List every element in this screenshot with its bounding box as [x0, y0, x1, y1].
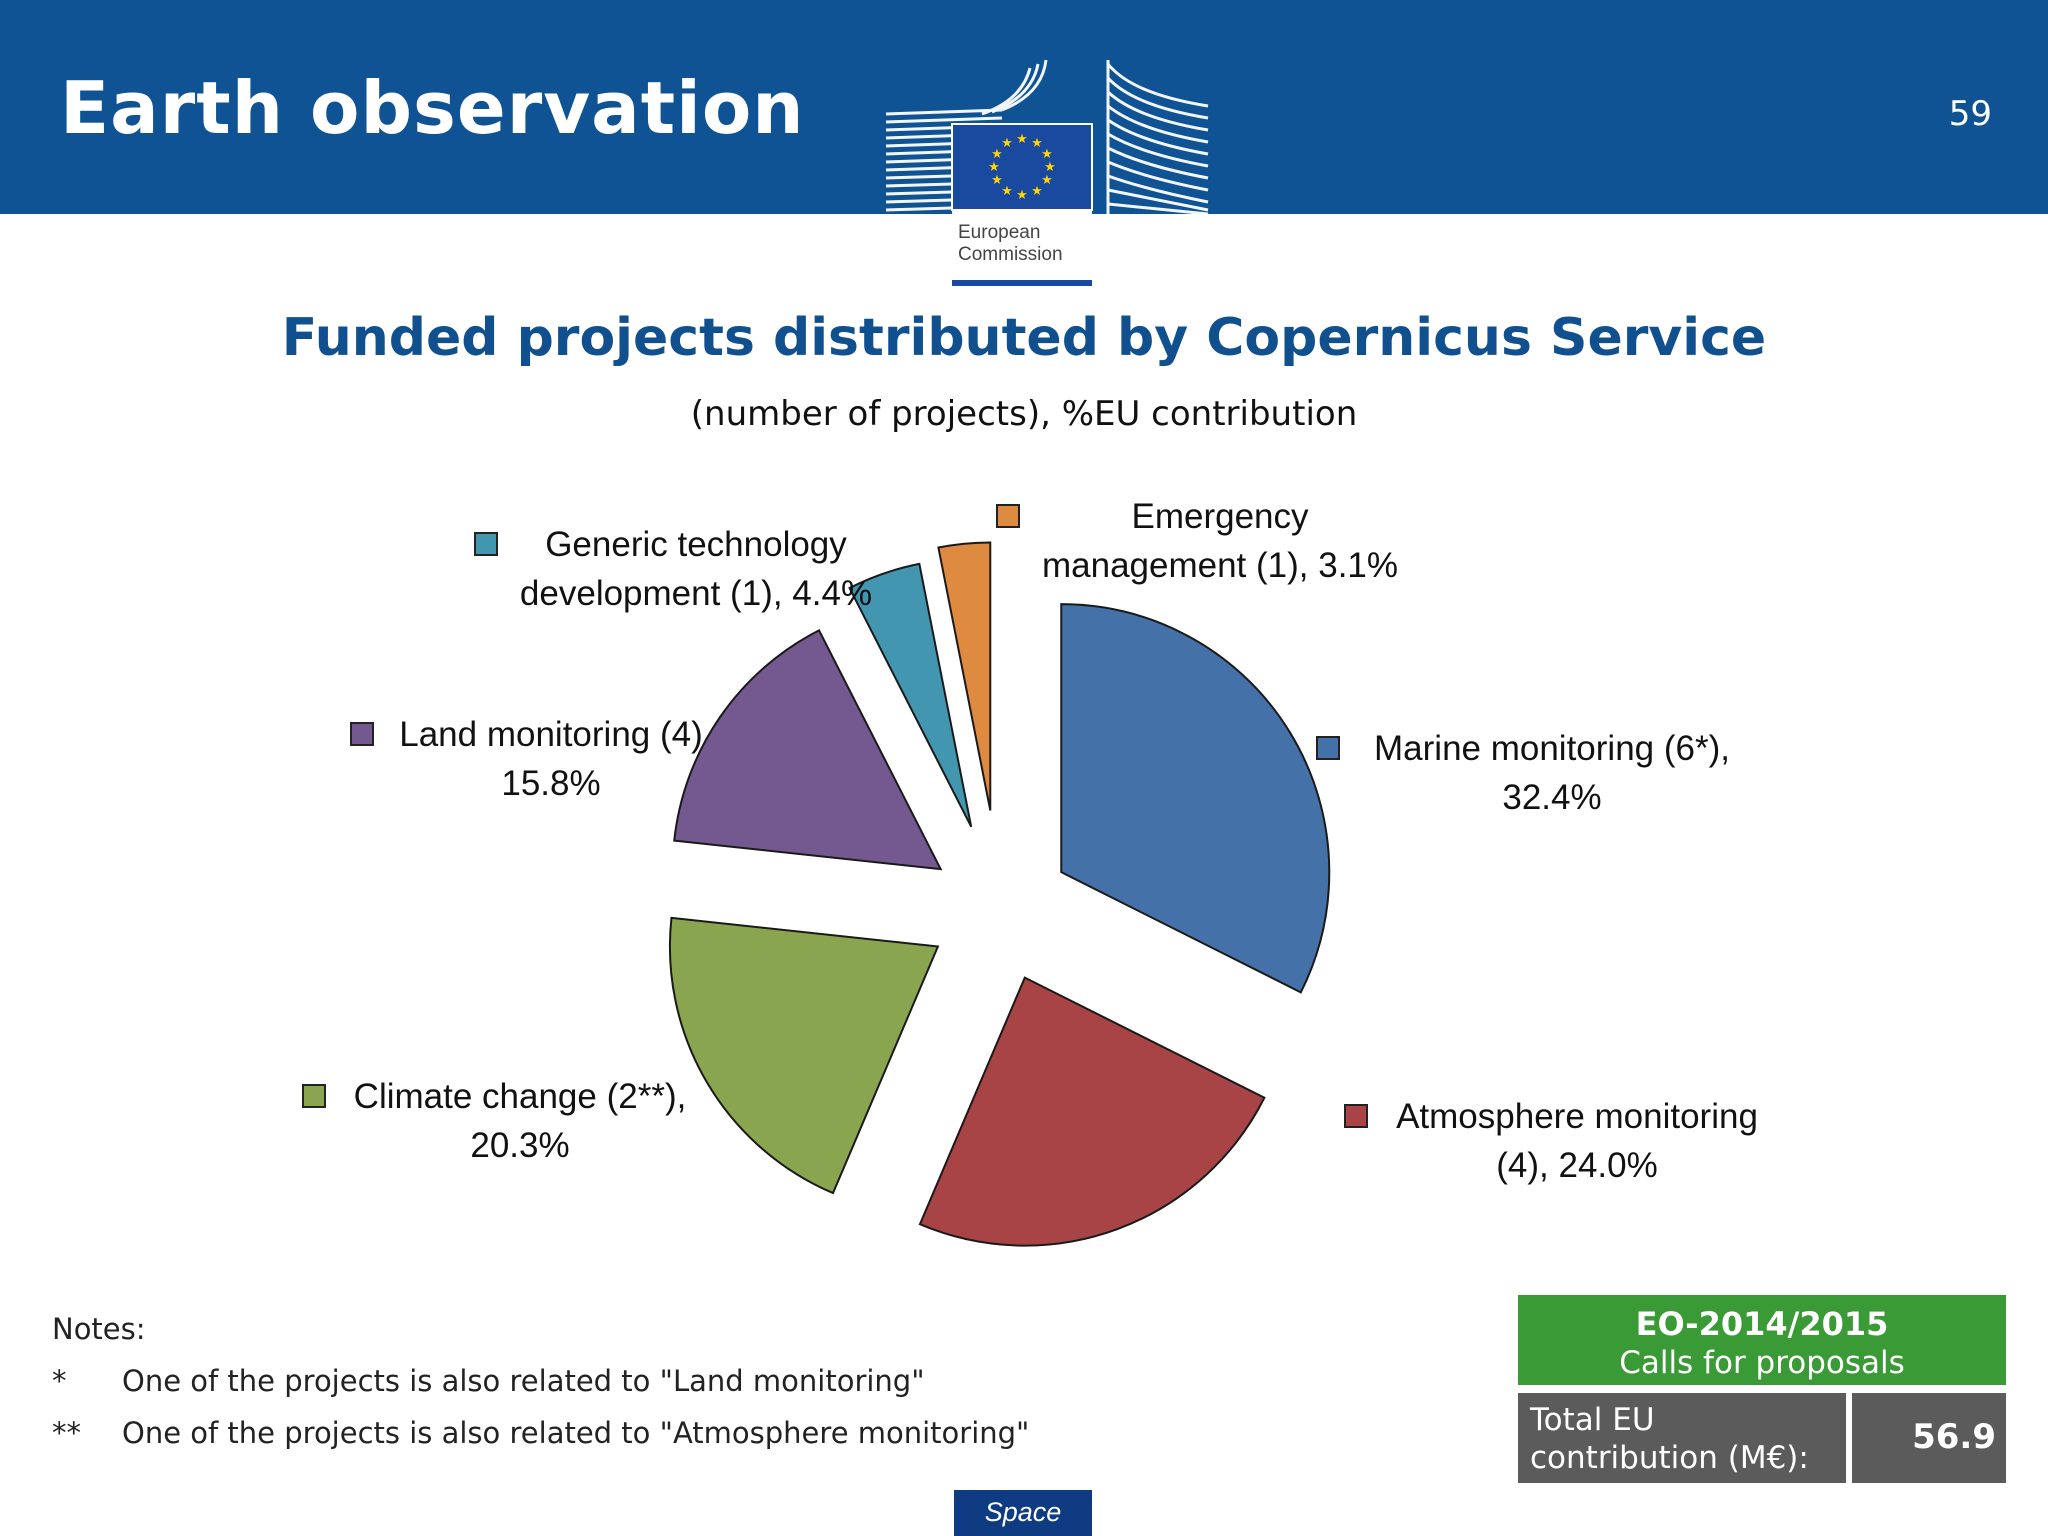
total-value: 56.9 — [1852, 1393, 2006, 1483]
note-1-text: One of the projects is also related to "… — [122, 1364, 925, 1398]
label-emergency-line2: management (1), 3.1% — [1041, 546, 1398, 585]
svg-text:★: ★ — [1041, 147, 1053, 162]
svg-text:★: ★ — [1001, 136, 1013, 151]
svg-text:★: ★ — [991, 173, 1003, 188]
svg-text:★: ★ — [1031, 136, 1043, 151]
svg-text:★: ★ — [1044, 160, 1056, 175]
label-generic-line2: development (1), 4.4% — [519, 574, 873, 613]
svg-text:★: ★ — [988, 160, 1000, 175]
label-generic-line1: Generic technology — [545, 525, 847, 564]
label-marine-line1: Marine monitoring (6*), — [1374, 729, 1730, 768]
total-label-box: Total EU contribution (M€): — [1518, 1393, 1846, 1483]
note-2: ** One of the projects is also related to… — [52, 1416, 1029, 1450]
label-emergency-line1: Emergency — [1131, 497, 1309, 536]
svg-text:★: ★ — [1041, 173, 1053, 188]
total-label-line2: contribution (M€): — [1530, 1440, 1809, 1476]
label-generic: Generic technology development (1), 4.4% — [506, 520, 886, 618]
svg-text:★: ★ — [1001, 184, 1013, 199]
swatch-climate — [302, 1084, 326, 1108]
note-2-mark: ** — [52, 1416, 81, 1450]
pie-slice-climate — [668, 916, 940, 1195]
pie-slice-generic — [848, 562, 973, 828]
page-title: Earth observation — [60, 66, 805, 150]
logo-text-line2: Commission — [958, 244, 1063, 265]
calls-box: EO-2014/2015 Calls for proposals — [1518, 1295, 2006, 1385]
chart-title: Funded projects distributed by Copernicu… — [281, 308, 1767, 368]
pie-slice-marine — [1060, 603, 1331, 994]
swatch-marine — [1316, 736, 1340, 760]
label-climate-line1: Climate change (2**), — [353, 1077, 687, 1116]
notes-heading: Notes: — [52, 1312, 146, 1346]
svg-text:★: ★ — [1016, 188, 1028, 203]
swatch-emergency — [996, 504, 1020, 528]
pie-slice-land — [673, 629, 943, 871]
label-climate-line2: 20.3% — [470, 1126, 570, 1165]
label-atmosphere-line2: (4), 24.0% — [1496, 1146, 1658, 1185]
label-marine-line2: 32.4% — [1502, 778, 1602, 817]
label-emergency: Emergency management (1), 3.1% — [1030, 492, 1410, 590]
svg-text:★: ★ — [1031, 184, 1043, 199]
swatch-generic — [474, 532, 498, 556]
note-2-text: One of the projects is also related to "… — [122, 1416, 1030, 1450]
call-label: Calls for proposals — [1619, 1345, 1905, 1381]
svg-text:★: ★ — [1016, 132, 1028, 147]
chart-subtitle: (number of projects), %EU contribution — [690, 394, 1358, 434]
footer-tag: Space — [954, 1490, 1092, 1536]
svg-text:★: ★ — [991, 147, 1003, 162]
european-commission-logo: ★ ★★ ★★★ ★★★ ★★★ — [885, 59, 1209, 286]
note-1-mark: * — [52, 1364, 67, 1398]
label-land: Land monitoring (4) 15.8% — [376, 710, 726, 808]
call-id: EO-2014/2015 — [1635, 1305, 1889, 1343]
label-atmosphere-line1: Atmosphere monitoring — [1396, 1097, 1758, 1136]
label-atmosphere: Atmosphere monitoring (4), 24.0% — [1372, 1092, 1782, 1190]
logo-text-line1: European — [958, 222, 1041, 243]
total-label-line1: Total EU — [1530, 1402, 1655, 1438]
note-1: * One of the projects is also related to … — [52, 1364, 925, 1398]
swatch-atmosphere — [1344, 1104, 1368, 1128]
swatch-land — [350, 722, 374, 746]
label-land-line2: 15.8% — [501, 764, 601, 803]
label-land-line1: Land monitoring (4) — [399, 715, 703, 754]
pie-slice-emergency — [937, 541, 992, 811]
page-number: 59 — [1948, 94, 1992, 134]
pie-slice-atmosphere — [918, 976, 1266, 1247]
label-climate: Climate change (2**), 20.3% — [330, 1072, 710, 1170]
label-marine: Marine monitoring (6*), 32.4% — [1352, 724, 1752, 822]
